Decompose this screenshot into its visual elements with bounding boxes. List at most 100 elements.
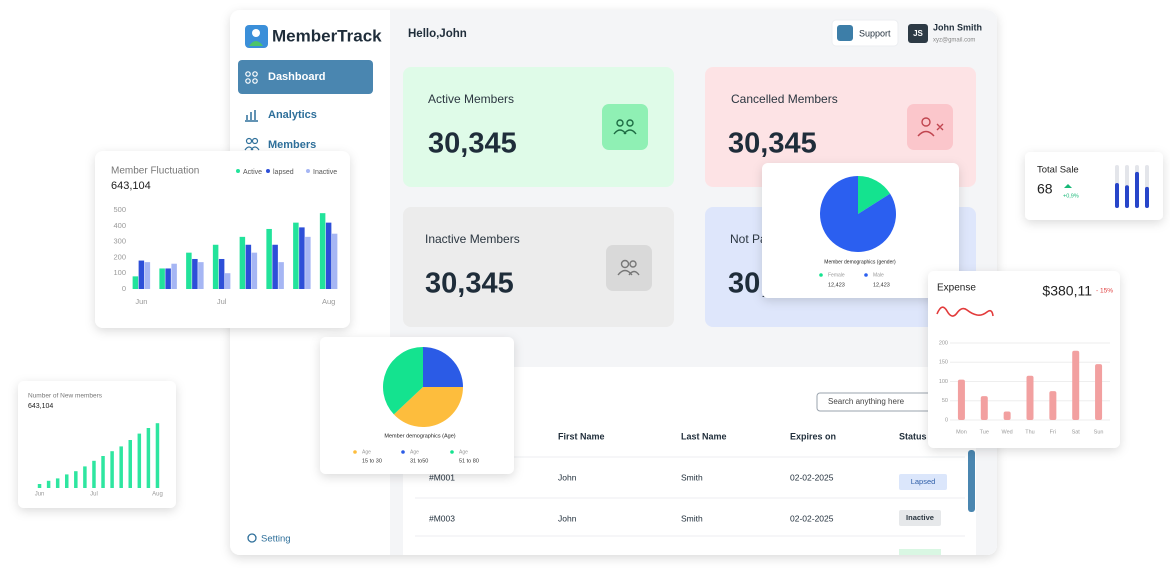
expense-change: - 15% xyxy=(1096,288,1113,295)
nav-item[interactable]: Dashboard xyxy=(268,71,325,83)
pie-slice xyxy=(858,176,891,214)
stat-label: Active Members xyxy=(428,92,514,106)
legend-label: 31 to50 xyxy=(410,458,428,464)
bar xyxy=(128,440,132,488)
status-chip xyxy=(899,510,941,526)
nav-item[interactable]: Analytics xyxy=(268,109,317,121)
y-tick-label: 50 xyxy=(942,398,948,404)
bar xyxy=(186,252,192,289)
stat-icon-bg xyxy=(606,245,652,291)
cell: 02-02-2025 xyxy=(790,513,834,523)
bar xyxy=(83,466,87,488)
cell: #M003 xyxy=(429,513,455,523)
bar xyxy=(37,484,42,488)
x-tick-label: Mon xyxy=(956,429,967,435)
bar xyxy=(245,244,252,289)
bar xyxy=(74,471,78,488)
bar xyxy=(198,262,204,289)
bar xyxy=(192,258,198,289)
analytics-icon xyxy=(245,110,258,122)
bar xyxy=(1049,391,1057,420)
nav-setting[interactable]: Setting xyxy=(261,534,291,545)
legend-swatch xyxy=(819,273,823,277)
x-tick-label: Wed xyxy=(1002,429,1013,435)
sale-value: 68 xyxy=(1037,181,1053,197)
stat-icon-bg xyxy=(907,104,953,150)
legend-label: Male xyxy=(873,272,884,278)
pie-slice xyxy=(423,347,463,387)
legend-swatch xyxy=(401,450,405,454)
y-tick-label: 100 xyxy=(113,268,126,277)
column-header: Expires on xyxy=(790,431,836,441)
x-tick-label: Tue xyxy=(980,429,989,435)
bar xyxy=(1125,185,1129,208)
expense-card: Expense $380,11 - 15% 0 50 100 150 200 Mon Tue… xyxy=(928,271,1120,448)
y-tick-label: 150 xyxy=(939,360,948,366)
status-chip xyxy=(899,474,947,490)
user-name: John Smith xyxy=(933,22,982,32)
bar xyxy=(46,480,51,488)
bar xyxy=(331,233,338,289)
stat-icon-bg xyxy=(602,104,648,150)
bar xyxy=(1072,350,1080,420)
card-bg xyxy=(18,381,176,508)
bar xyxy=(119,446,123,488)
stat-card xyxy=(403,207,674,327)
nav-item[interactable]: Members xyxy=(268,139,316,151)
legend-label: lapsed xyxy=(273,169,294,176)
bar xyxy=(218,258,225,289)
bar xyxy=(146,428,151,488)
avatar[interactable] xyxy=(908,24,928,43)
support-label[interactable]: Support xyxy=(859,28,891,38)
chart-title: Number of New members xyxy=(28,393,103,400)
stat-icon xyxy=(617,259,640,276)
column-header: Last Name xyxy=(681,431,727,441)
x-tick-label: Jul xyxy=(90,492,98,498)
bar xyxy=(980,396,988,420)
new-members-card: Number of New members 643,104 Jun Jul Aug xyxy=(18,381,176,508)
brand-name: MemberTrack xyxy=(272,26,382,45)
chart-title: Member demographics (gender) xyxy=(824,259,896,265)
legend-swatch xyxy=(306,169,310,173)
y-tick-label: 0 xyxy=(945,417,948,423)
bar xyxy=(144,262,151,289)
scrollbar[interactable] xyxy=(968,450,975,512)
legend-count: 12,423 xyxy=(828,282,845,288)
y-tick-label: 400 xyxy=(113,221,126,230)
status-text: Inactive xyxy=(906,513,934,522)
bar xyxy=(325,222,332,289)
bar xyxy=(65,474,69,488)
cell: 02-02-2025 xyxy=(790,472,834,482)
bar xyxy=(165,268,171,289)
bar xyxy=(1003,411,1011,420)
bar xyxy=(132,276,139,289)
stat-value: 30,345 xyxy=(425,268,514,300)
bar xyxy=(1135,171,1139,208)
cell: John xyxy=(558,472,577,482)
bar xyxy=(159,268,165,289)
members-icon xyxy=(244,137,260,151)
y-tick-label: 500 xyxy=(113,205,126,214)
chart-title: Expense xyxy=(937,283,976,294)
pie-slice xyxy=(383,347,423,415)
stat-icon xyxy=(917,117,944,137)
legend-swatch xyxy=(236,169,240,173)
brand-logo-body xyxy=(249,41,263,46)
bar xyxy=(224,273,231,289)
nav-active-bg[interactable] xyxy=(238,60,373,94)
bar xyxy=(137,433,142,488)
legend-swatch xyxy=(353,450,357,454)
legend-swatch xyxy=(450,450,454,454)
search-placeholder[interactable]: Search anything here xyxy=(828,397,905,406)
x-tick-label: Jul xyxy=(217,297,227,306)
cell: John xyxy=(558,513,577,523)
brand-logo-head xyxy=(252,29,260,37)
legend-label: Female xyxy=(828,272,845,278)
support-icon xyxy=(837,25,853,41)
x-tick-label: Aug xyxy=(322,297,335,306)
bar xyxy=(171,263,177,289)
legend-title: Age xyxy=(410,449,419,455)
stat-icon xyxy=(613,119,637,135)
x-tick-label: Aug xyxy=(152,492,163,498)
expense-value: $380,11 xyxy=(1042,283,1092,299)
